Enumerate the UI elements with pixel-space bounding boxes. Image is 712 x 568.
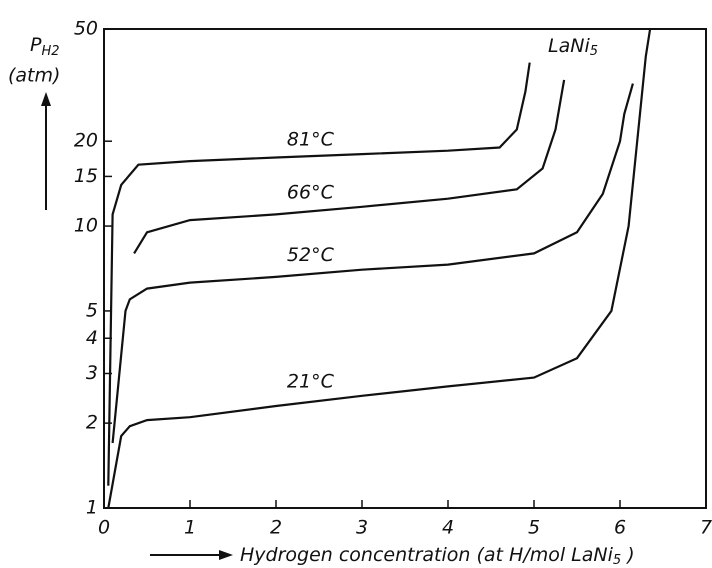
y-unit: (atm) bbox=[8, 65, 60, 87]
y-tick-label: 1 bbox=[86, 497, 98, 519]
y-tick-label: 2 bbox=[86, 412, 98, 434]
y-label: PH2 bbox=[30, 34, 60, 59]
curve-label: 66°C bbox=[287, 181, 335, 203]
x-tick-label: 5 bbox=[528, 517, 540, 539]
isotherm bbox=[107, 28, 652, 509]
y-tick-label: 5 bbox=[86, 299, 98, 321]
plot-frame bbox=[103, 28, 707, 509]
curve-label: 81°C bbox=[287, 129, 335, 151]
y-tick-label: 10 bbox=[74, 215, 98, 237]
y-arrowhead bbox=[41, 92, 51, 106]
curve-label: 52°C bbox=[287, 244, 335, 266]
x-tick-label: 3 bbox=[356, 517, 368, 539]
y-tick-label: 20 bbox=[74, 130, 98, 152]
x-tick-label: 4 bbox=[442, 517, 454, 539]
x-tick-label: 1 bbox=[184, 517, 196, 539]
y-tick-label: 3 bbox=[86, 362, 98, 384]
x-arrowhead bbox=[219, 550, 233, 560]
y-tick-label: 50 bbox=[74, 18, 98, 40]
y-tick-label: 4 bbox=[86, 327, 98, 349]
isotherm bbox=[107, 62, 531, 486]
annotation: LaNi5 bbox=[548, 35, 598, 59]
x-tick-label: 0 bbox=[98, 517, 110, 539]
x-label: Hydrogen concentration (at H/mol LaNi5 ) bbox=[240, 544, 635, 568]
isotherm bbox=[133, 79, 566, 254]
isotherm bbox=[111, 83, 634, 444]
curve-label: 21°C bbox=[287, 370, 335, 392]
x-tick-label: 2 bbox=[270, 517, 282, 539]
x-tick-label: 6 bbox=[614, 517, 626, 539]
x-tick-label: 7 bbox=[700, 517, 712, 539]
y-tick-label: 15 bbox=[74, 165, 98, 187]
